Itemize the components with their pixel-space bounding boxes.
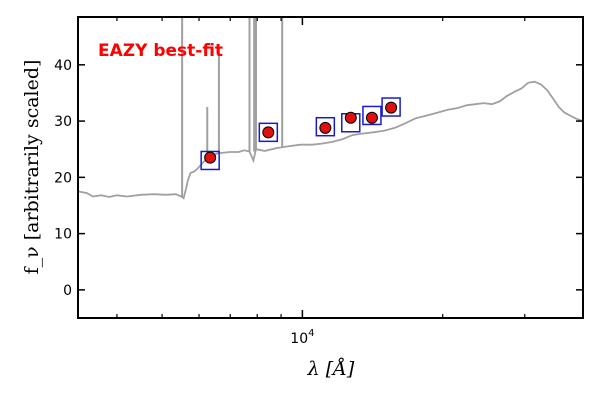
x-tick-label-major: 104: [290, 328, 314, 347]
y-tick-label-0: 0: [63, 283, 72, 299]
y-axis-label: f_ν [arbitrarily scaled]: [21, 60, 43, 275]
photometry-point-4: [365, 111, 378, 124]
axis-ticks: 0 10 20 30 40 104: [54, 17, 583, 347]
photometry-point-1: [262, 126, 275, 139]
model-photometry-box-5: [381, 97, 401, 117]
y-tick-label-20: 20: [54, 170, 72, 186]
annotation-label: EAZY best-fit: [98, 41, 223, 61]
y-tick-label-40: 40: [54, 58, 72, 74]
y-tick-label-30: 30: [54, 114, 72, 130]
model-photometry-box-0: [200, 150, 220, 171]
plot-frame: [77, 16, 584, 319]
x-axis-label: λ [Å]: [307, 358, 355, 380]
model-spectrum-line: [78, 80, 583, 200]
plot-content: [78, 17, 583, 200]
photometry-point-0: [204, 151, 217, 164]
photometry-point-5: [385, 101, 398, 114]
photometry-point-3: [344, 111, 357, 124]
model-photometry-box-4: [362, 105, 382, 126]
model-photometry-box-1: [258, 122, 279, 143]
model-photometry-box-2: [315, 116, 336, 137]
y-tick-label-10: 10: [54, 227, 72, 243]
photometry-point-2: [319, 121, 332, 134]
